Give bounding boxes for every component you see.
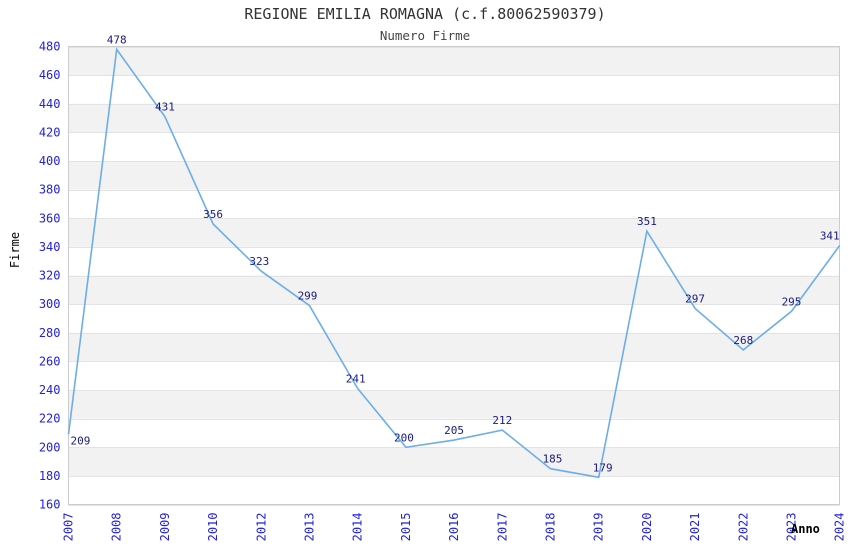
y-axis-tick-label: 180 — [39, 469, 61, 483]
data-point-labels: 209 478 431 356 323 299 241 200 205 212 185 179 351 2… — [71, 33, 840, 474]
x-axis-tick-label: 2015 — [399, 513, 413, 542]
data-point-label: 323 — [249, 255, 269, 268]
y-axis-tick-label: 260 — [39, 354, 61, 368]
y-axis-tick-label: 360 — [39, 211, 61, 225]
data-point-label: 351 — [637, 215, 657, 228]
background-band — [68, 447, 840, 476]
x-axis-title: Anno — [791, 522, 820, 536]
x-axis-tick-labels: 2007 2008 2009 2010 2012 2013 2014 2015 2016 2017… — [62, 513, 847, 542]
y-axis-tick-label: 200 — [39, 440, 61, 454]
background-band — [68, 218, 840, 247]
data-point-label: 299 — [298, 290, 318, 303]
data-point-label: 200 — [394, 431, 414, 444]
y-axis-tick-label: 440 — [39, 97, 61, 111]
background-band — [68, 103, 840, 133]
data-point-label: 205 — [444, 424, 464, 437]
x-axis-tick-label: 2021 — [688, 513, 702, 542]
y-axis-tick-label: 400 — [39, 154, 61, 168]
x-axis-tick-label: 2019 — [592, 513, 606, 542]
y-axis-tick-label: 280 — [39, 326, 61, 340]
x-axis-tick-label: 2009 — [158, 513, 172, 542]
x-axis-tick-label: 2016 — [447, 513, 461, 542]
y-axis-tick-label: 480 — [39, 40, 61, 54]
x-axis-tick-label: 2018 — [544, 513, 558, 542]
plot-area-border — [68, 46, 840, 505]
background-band — [68, 275, 840, 305]
y-axis-title: Firme — [8, 231, 22, 269]
y-axis-tick-label: 300 — [39, 297, 61, 311]
x-axis-tick-label: 2020 — [640, 513, 654, 542]
chart-subtitle: Numero Firme — [379, 28, 471, 43]
chart-title: REGIONE EMILIA ROMAGNA (c.f.80062590379) — [244, 5, 606, 23]
x-axis-tick-label: 2022 — [736, 513, 750, 542]
background-band — [68, 161, 840, 190]
x-axis-tick-label: 2012 — [254, 513, 268, 542]
y-axis-tick-label: 460 — [39, 68, 61, 82]
x-axis-tick-label: 2007 — [62, 513, 76, 542]
x-axis-tick-label: 2013 — [303, 513, 317, 542]
plot-gridlines — [68, 47, 840, 506]
x-axis-tick-label: 2017 — [495, 513, 509, 542]
y-axis-tick-label: 220 — [39, 412, 61, 426]
x-axis-tick-label: 2023 — [785, 513, 799, 542]
data-point-label: 295 — [782, 295, 802, 308]
y-axis-tick-label: 160 — [39, 498, 61, 512]
data-point-label: 209 — [71, 434, 91, 447]
background-band — [68, 332, 840, 362]
data-point-label: 431 — [155, 101, 175, 114]
y-axis-tick-label: 320 — [39, 269, 61, 283]
data-point-label: 268 — [733, 334, 753, 347]
x-axis-tick-label: 2014 — [351, 513, 365, 542]
x-axis-tick-label: 2008 — [110, 513, 124, 542]
y-axis-tick-label: 420 — [39, 125, 61, 139]
data-point-label: 341 — [820, 229, 840, 242]
background-band — [68, 46, 840, 76]
data-point-label: 356 — [203, 208, 223, 221]
y-axis-tick-label: 340 — [39, 240, 61, 254]
x-axis-tick-label: 2010 — [206, 513, 220, 542]
y-axis-tick-label: 380 — [39, 183, 61, 197]
data-point-label: 212 — [492, 414, 512, 427]
y-axis-tick-labels: 160 180 200 220 240 260 280 300 320 340 360 380 400 4… — [39, 40, 61, 512]
data-point-label: 179 — [593, 461, 613, 474]
data-point-label: 185 — [543, 453, 563, 466]
x-axis-tick-label: 2024 — [833, 513, 847, 542]
plot-background-bands — [68, 46, 840, 476]
background-band — [68, 390, 840, 419]
series-line-numero-firme — [67, 47, 841, 479]
data-point-label: 478 — [107, 33, 127, 46]
data-point-label: 241 — [346, 373, 366, 386]
y-axis-tick-label: 240 — [39, 383, 61, 397]
data-point-label: 297 — [685, 292, 705, 305]
